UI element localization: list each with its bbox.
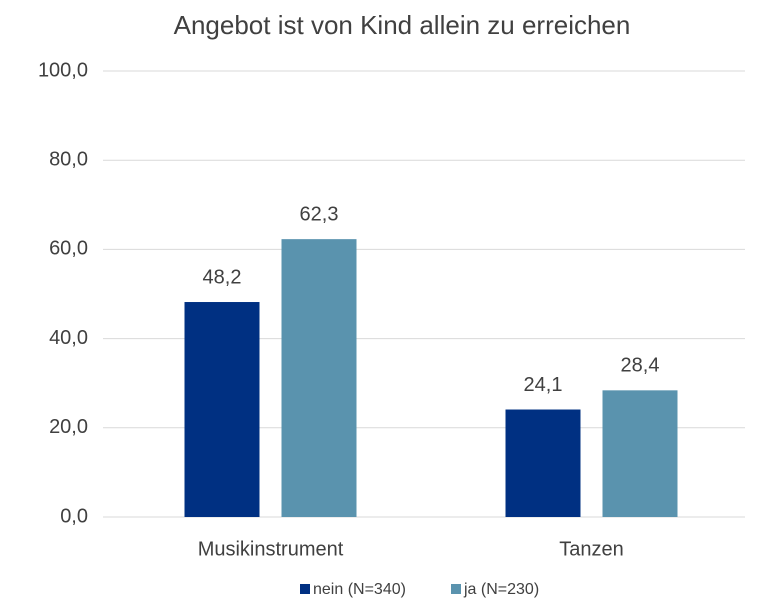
y-tick-label: 60,0 bbox=[49, 238, 88, 260]
x-tick-label: Tanzen bbox=[559, 538, 624, 560]
bar bbox=[505, 409, 581, 517]
bar bbox=[602, 390, 678, 517]
bar bbox=[184, 302, 260, 517]
y-tick-label: 40,0 bbox=[49, 327, 88, 349]
legend-label: ja (N=230) bbox=[463, 581, 539, 598]
y-tick-label: 0,0 bbox=[60, 505, 88, 527]
bar bbox=[281, 239, 357, 517]
data-label: 62,3 bbox=[300, 203, 339, 225]
legend-label: nein (N=340) bbox=[313, 581, 406, 598]
data-label: 48,2 bbox=[203, 266, 242, 288]
data-label: 24,1 bbox=[524, 374, 563, 396]
data-label: 28,4 bbox=[621, 355, 660, 377]
y-tick-label: 100,0 bbox=[38, 59, 88, 81]
x-tick-label: Musikinstrument bbox=[198, 538, 344, 560]
y-tick-label: 20,0 bbox=[49, 416, 88, 438]
legend-swatch bbox=[300, 584, 310, 594]
y-tick-label: 80,0 bbox=[49, 148, 88, 170]
chart-title: Angebot ist von Kind allein zu erreichen bbox=[174, 10, 631, 40]
legend-swatch bbox=[451, 584, 461, 594]
